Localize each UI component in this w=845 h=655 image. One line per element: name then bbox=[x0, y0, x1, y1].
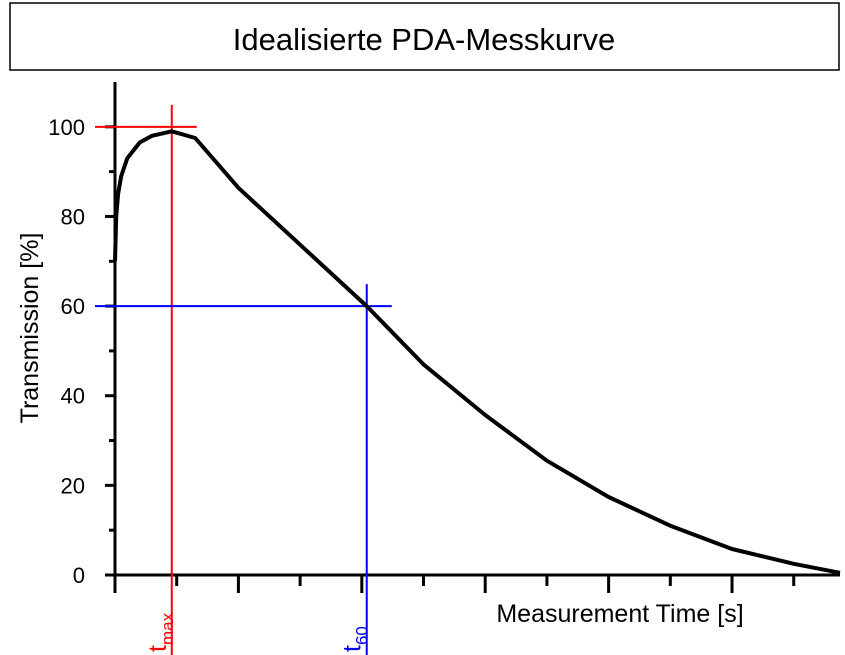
x-axis-label: Measurement Time [s] bbox=[496, 600, 743, 628]
y-tick-label: 80 bbox=[61, 204, 85, 229]
chart-title: Idealisierte PDA-Messkurve bbox=[233, 22, 615, 57]
y-axis-label: Transmission [%] bbox=[16, 233, 44, 424]
y-tick-label: 20 bbox=[61, 473, 85, 498]
title-box bbox=[9, 2, 840, 71]
y-tick-label: 100 bbox=[48, 115, 85, 140]
marker-label-sub: max bbox=[158, 612, 177, 645]
marker-label-main: t bbox=[144, 645, 172, 652]
y-tick-label: 60 bbox=[61, 294, 85, 319]
marker-label: tmax bbox=[144, 612, 177, 652]
marker-label-sub: 60 bbox=[353, 626, 372, 645]
curve bbox=[113, 129, 841, 575]
marker-label: t60 bbox=[339, 626, 372, 652]
y-tick-label: 40 bbox=[61, 384, 85, 409]
marker-label-main: t bbox=[339, 645, 367, 652]
y-tick-label: 0 bbox=[73, 563, 85, 588]
